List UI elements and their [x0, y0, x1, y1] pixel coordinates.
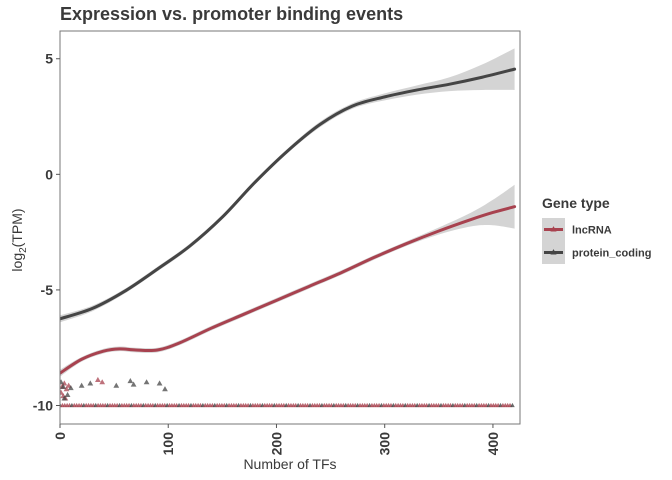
- data-point-protein_coding: [143, 379, 150, 385]
- trend-line-protein_coding: [60, 67, 517, 321]
- y-axis-title: log2(TPM): [9, 208, 29, 271]
- y-axis-title-rest: (TPM): [9, 208, 25, 247]
- legend-marker-lncRNA: [550, 226, 557, 232]
- x-axis: 0 100 200 300 400: [52, 424, 501, 455]
- panel-border: [59, 30, 521, 425]
- x-axis-title: Number of TFs: [243, 456, 336, 472]
- y-tick-label: -10: [33, 398, 53, 414]
- x-tick-label: 200: [268, 432, 284, 456]
- legend-label-lncRNA: lncRNA: [572, 225, 612, 237]
- data-point-protein_coding: [130, 381, 137, 387]
- data-point-lncRNA: [60, 389, 64, 395]
- data-point-protein_coding: [113, 382, 120, 388]
- confidence-band-protein_coding: [60, 48, 515, 323]
- confidence-band-lncRNA: [60, 184, 515, 377]
- baseline-point-protein_coding: [510, 402, 515, 408]
- y-tick-label: 5: [45, 51, 53, 67]
- legend: Gene type lncRNA protein_coding: [542, 195, 651, 264]
- data-point-lncRNA: [95, 376, 101, 382]
- data-point-protein_coding: [64, 391, 71, 398]
- legend-marker-protein_coding: [550, 249, 557, 255]
- y-axis-title-subscript: 2: [18, 247, 29, 253]
- chart-title: Expression vs. promoter binding events: [60, 4, 403, 24]
- x-tick-label: 300: [377, 432, 393, 456]
- plot-content: [60, 48, 517, 408]
- y-tick-label: -5: [41, 282, 54, 298]
- x-tick-label: 0: [52, 432, 68, 440]
- data-point-protein_coding: [67, 384, 74, 391]
- data-point-protein_coding: [61, 395, 68, 401]
- data-point-protein_coding: [162, 386, 168, 392]
- y-axis: 5 0 -5 -10: [33, 51, 60, 414]
- data-point-lncRNA: [99, 379, 106, 385]
- legend-label-protein_coding: protein_coding: [572, 248, 651, 260]
- trend-line-lncRNA: [60, 205, 517, 375]
- data-point-protein_coding: [156, 380, 163, 386]
- x-tick-label: 400: [485, 432, 501, 456]
- data-point-protein_coding: [127, 378, 134, 384]
- legend-title: Gene type: [542, 195, 610, 211]
- data-point-protein_coding: [87, 380, 94, 386]
- y-axis-title-main: log: [9, 253, 25, 272]
- data-point-protein_coding: [78, 382, 85, 388]
- data-point-protein_coding: [60, 379, 64, 385]
- plot-panel: [59, 30, 521, 425]
- data-point-lncRNA: [63, 386, 70, 392]
- data-point-protein_coding: [60, 383, 67, 389]
- baseline-point-protein_coding: [60, 402, 63, 408]
- x-tick-label: 100: [160, 432, 176, 456]
- y-tick-label: 0: [45, 166, 53, 182]
